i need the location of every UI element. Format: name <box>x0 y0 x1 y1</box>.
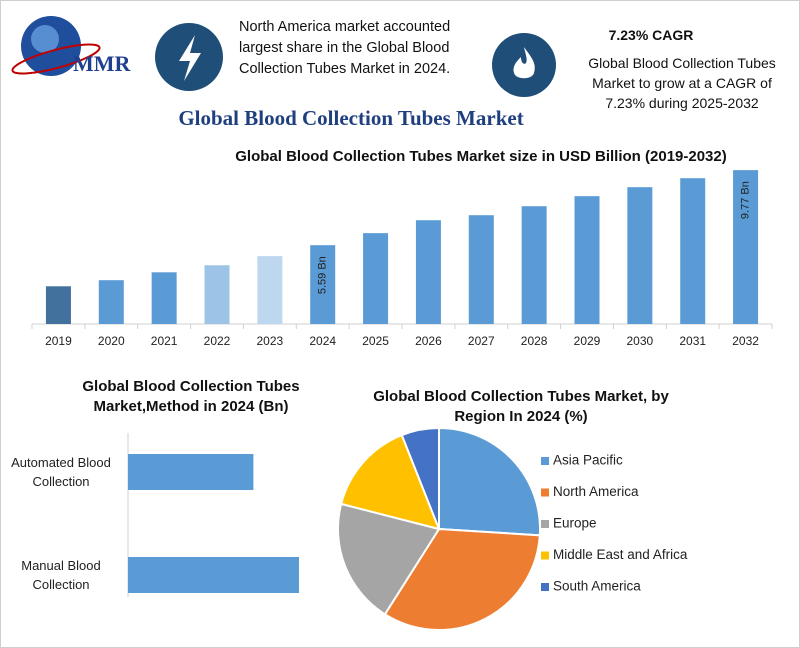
legend-swatch <box>541 551 549 560</box>
bar <box>468 215 494 324</box>
logo-text: MMR <box>73 51 132 76</box>
x-tick-label: 2029 <box>574 334 601 348</box>
x-tick-label: 2024 <box>309 334 336 348</box>
legend-label: South America <box>553 579 641 594</box>
bar <box>363 233 389 324</box>
bar <box>521 206 547 324</box>
value-label: 9.77 Bn <box>739 181 751 219</box>
y-tick-label: Manual Blood Collection <box>21 558 101 592</box>
legend-label: Asia Pacific <box>553 453 623 468</box>
legend-label: Europe <box>553 516 597 531</box>
logo-globe <box>11 16 101 76</box>
chart-title: Global Blood Collection Tubes Market, by… <box>373 388 669 425</box>
bar <box>128 454 254 490</box>
x-tick-label: 2023 <box>257 334 284 348</box>
x-tick-label: 2025 <box>362 334 389 348</box>
icon-bolt <box>155 23 223 91</box>
x-tick-label: 2028 <box>521 334 548 348</box>
chart-title: Global Blood Collection Tubes Market,Met… <box>82 378 300 415</box>
cagr-text: Global Blood Collection Tubes Market to … <box>588 55 776 111</box>
legend-label: North America <box>553 484 639 499</box>
x-tick-label: 2027 <box>468 334 495 348</box>
main-title: Global Blood Collection Tubes Market <box>178 106 524 130</box>
x-tick-label: 2031 <box>679 334 706 348</box>
highlight-text: North America market accounted largest s… <box>239 19 451 77</box>
x-tick-label: 2019 <box>45 334 72 348</box>
x-tick-label: 2022 <box>204 334 231 348</box>
legend-label: Middle East and Africa <box>553 547 688 562</box>
icon-flame <box>492 33 556 97</box>
bar <box>415 220 441 324</box>
x-tick-label: 2021 <box>151 334 178 348</box>
bar <box>151 272 177 324</box>
bar <box>98 280 124 324</box>
pie-slice <box>339 433 441 531</box>
legend-swatch <box>541 583 549 591</box>
x-tick-label: 2032 <box>732 334 759 348</box>
pie-slice <box>337 502 441 616</box>
legend-swatch <box>541 520 549 528</box>
bar <box>574 196 600 324</box>
bar <box>128 557 299 593</box>
legend-swatch <box>541 488 549 497</box>
bar <box>680 178 706 324</box>
pie-slice <box>438 426 541 537</box>
bar <box>204 265 230 324</box>
bar <box>733 170 759 324</box>
y-tick-label: Automated Blood Collection <box>11 455 111 489</box>
x-tick-label: 2020 <box>98 334 125 348</box>
bar <box>310 245 336 324</box>
cagr-label: 7.23% CAGR <box>608 27 694 43</box>
bar <box>257 256 283 324</box>
legend-swatch <box>541 457 549 465</box>
x-tick-label: 2030 <box>627 334 654 348</box>
bar <box>627 187 653 324</box>
chart-title: Global Blood Collection Tubes Market siz… <box>235 148 727 165</box>
value-label: 5.59 Bn <box>317 256 329 294</box>
pie-slice <box>400 426 440 530</box>
bar <box>45 286 71 324</box>
x-tick-label: 2026 <box>415 334 442 348</box>
